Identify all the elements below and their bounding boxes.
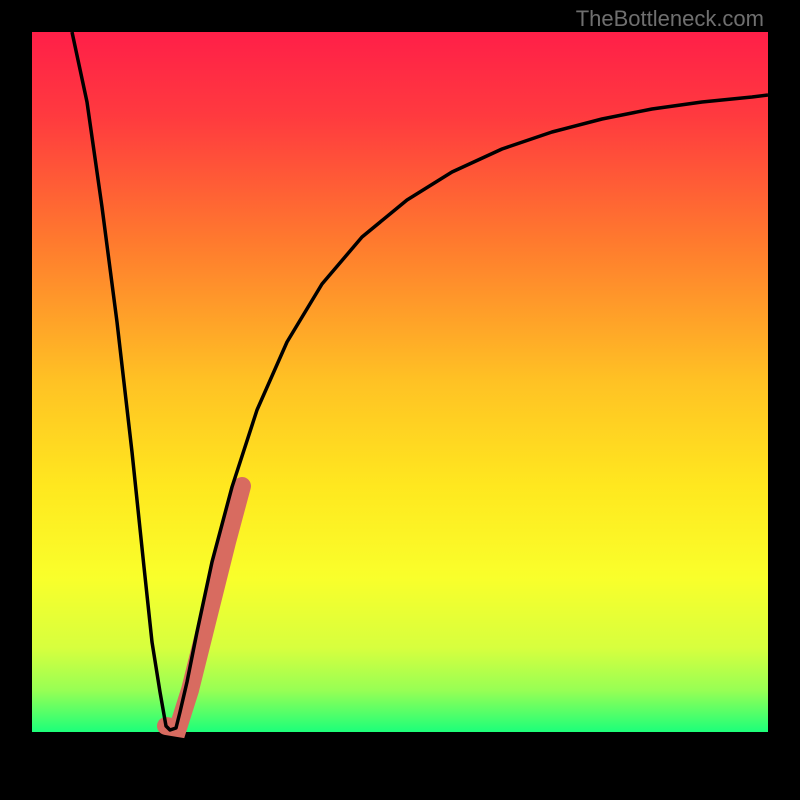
main-curve	[72, 32, 768, 730]
watermark-text: TheBottleneck.com	[576, 6, 764, 32]
chart-frame: TheBottleneck.com	[0, 0, 800, 800]
plot-area	[32, 32, 768, 768]
curves-svg	[32, 32, 768, 768]
